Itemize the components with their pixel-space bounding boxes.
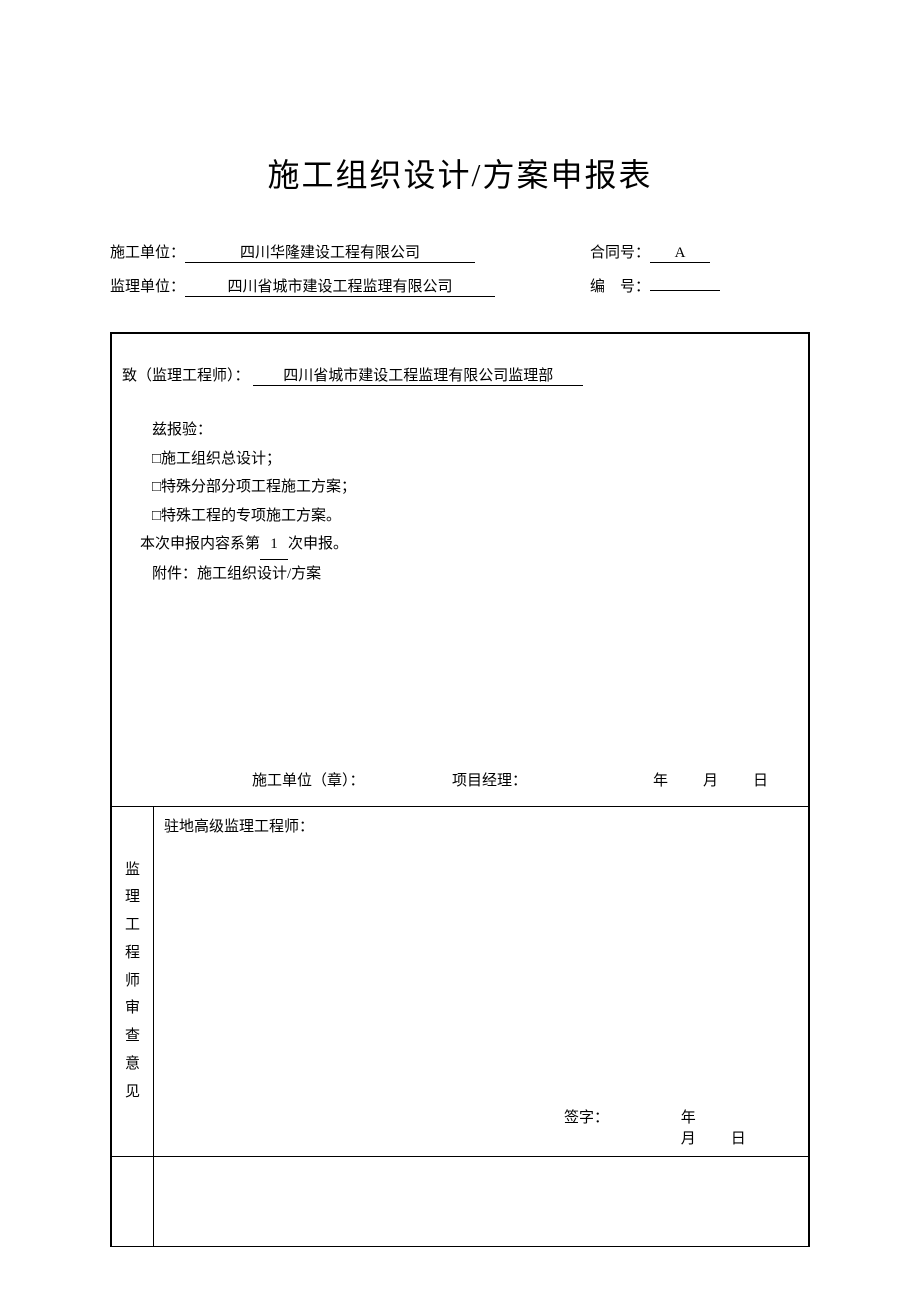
review-vertical-label: 监理工程师审查意见 [112, 807, 154, 1156]
date-ymd-2: 年 月 日 [681, 1106, 778, 1148]
form-title: 施工组织设计/方案申报表 [110, 150, 810, 196]
extra-content [154, 1157, 808, 1246]
report-prefix: 本次申报内容系第 [140, 536, 260, 552]
header-info: 施工单位： 四川华隆建设工程有限公司 合同号： A 监理单位： 四川省城市建设工… [110, 241, 810, 297]
report-num: 1 [260, 530, 288, 560]
to-line: 致（监理工程师）： 四川省城市建设工程监理有限公司监理部 [122, 364, 798, 386]
section-top: 致（监理工程师）： 四川省城市建设工程监理有限公司监理部 兹报验： □施工组织总… [112, 334, 808, 807]
supervision-unit-label: 监理单位： [110, 275, 185, 296]
review-content: 驻地高级监理工程师： 签字： 年 月 日 [154, 807, 808, 1156]
attachment-line: 附件：施工组织设计/方案 [122, 560, 798, 589]
serial-no-value [650, 290, 720, 291]
construction-unit-value: 四川华隆建设工程有限公司 [185, 241, 475, 263]
checkbox-item-1: □施工组织总设计； [122, 445, 798, 474]
section-extra [112, 1157, 808, 1247]
report-count-line: 本次申报内容系第1次申报。 [122, 530, 798, 560]
spacer [122, 588, 798, 763]
signature-row-2: 签字： 年 月 日 [164, 1106, 798, 1148]
checkbox-item-3: □特殊工程的专项施工方案。 [122, 502, 798, 531]
to-value: 四川省城市建设工程监理有限公司监理部 [253, 364, 583, 386]
contract-no-value: A [650, 245, 710, 263]
report-suffix: 次申报。 [288, 536, 348, 552]
intro-line: 兹报验： [122, 416, 798, 445]
section-review: 监理工程师审查意见 驻地高级监理工程师： 签字： 年 月 日 [112, 807, 808, 1157]
checkbox-item-2: □特殊分部分项工程施工方案； [122, 473, 798, 502]
to-label: 致（监理工程师）： [122, 368, 250, 384]
contract-no-label: 合同号： [590, 241, 650, 262]
serial-no-label: 编 号： [590, 275, 650, 296]
sig-unit-label: 施工单位（章）： [252, 769, 452, 790]
supervision-unit-value: 四川省城市建设工程监理有限公司 [185, 275, 495, 297]
construction-unit-label: 施工单位： [110, 241, 185, 262]
form-box: 致（监理工程师）： 四川省城市建设工程监理有限公司监理部 兹报验： □施工组织总… [110, 332, 810, 1247]
sig-sign-label: 签字： [564, 1106, 681, 1127]
signature-row-1: 施工单位（章）： 项目经理： 年 月 日 [122, 763, 798, 796]
resident-engineer-label: 驻地高级监理工程师： [164, 815, 798, 836]
sig-pm-label: 项目经理： [452, 769, 652, 790]
date-ymd-1: 年 月 日 [653, 769, 778, 790]
header-row-1: 施工单位： 四川华隆建设工程有限公司 合同号： A [110, 241, 810, 263]
extra-vertical-label [112, 1157, 154, 1246]
header-row-2: 监理单位： 四川省城市建设工程监理有限公司 编 号： [110, 275, 810, 297]
